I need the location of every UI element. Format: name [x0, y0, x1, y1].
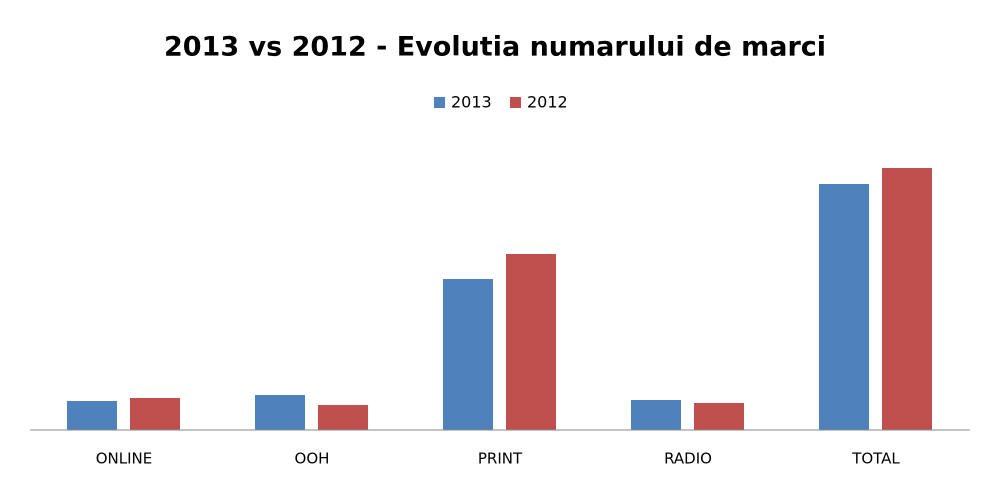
legend-label: 2012: [527, 93, 568, 112]
bar: [443, 279, 493, 430]
legend-label: 2013: [451, 93, 492, 112]
legend-swatch: [434, 97, 445, 108]
bar: [67, 401, 117, 430]
bar: [255, 395, 305, 430]
x-tick-label: TOTAL: [851, 450, 900, 468]
x-tick-label: RADIO: [664, 450, 712, 468]
bar: [318, 405, 368, 430]
x-tick-label: ONLINE: [96, 450, 153, 468]
bar: [882, 168, 932, 430]
bar: [130, 398, 180, 430]
legend-swatch: [510, 97, 521, 108]
x-tick-label: PRINT: [478, 450, 523, 468]
bar: [506, 254, 556, 430]
x-tick-label: OOH: [295, 450, 330, 468]
bar: [694, 403, 744, 430]
bar: [631, 400, 681, 430]
chart-title: 2013 vs 2012 - Evolutia numarului de mar…: [164, 32, 826, 63]
bar: [819, 184, 869, 430]
